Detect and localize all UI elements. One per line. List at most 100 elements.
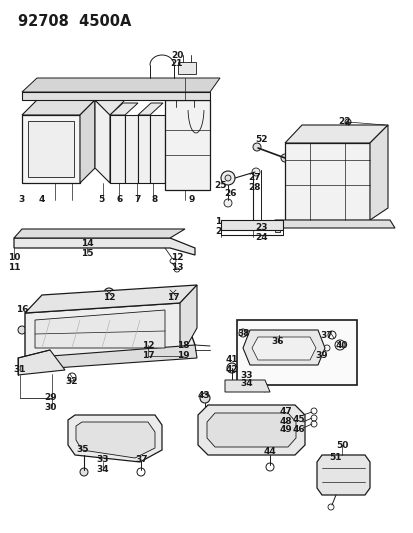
Polygon shape	[25, 285, 197, 313]
Text: 51: 51	[329, 453, 342, 462]
Text: 26: 26	[224, 190, 237, 198]
Circle shape	[223, 199, 231, 207]
Polygon shape	[206, 413, 295, 447]
Text: 19: 19	[176, 351, 189, 360]
Text: 29: 29	[45, 393, 57, 402]
Polygon shape	[284, 143, 369, 220]
Polygon shape	[221, 220, 282, 230]
Polygon shape	[95, 100, 110, 183]
Text: 34: 34	[97, 464, 109, 473]
Text: 10: 10	[8, 254, 20, 262]
Polygon shape	[80, 100, 95, 183]
Text: 36: 36	[271, 337, 284, 346]
Text: 3: 3	[19, 196, 25, 205]
Text: 48: 48	[279, 416, 292, 425]
Text: 34: 34	[240, 379, 253, 389]
Polygon shape	[14, 229, 185, 238]
Text: 14: 14	[81, 239, 93, 248]
Polygon shape	[138, 115, 150, 183]
Polygon shape	[22, 92, 209, 100]
Ellipse shape	[242, 419, 261, 441]
Text: 27: 27	[248, 174, 261, 182]
Text: 6: 6	[116, 196, 123, 205]
Polygon shape	[369, 125, 387, 220]
Text: 2: 2	[214, 227, 221, 236]
Text: 32: 32	[66, 377, 78, 386]
Text: 17: 17	[141, 351, 154, 360]
Polygon shape	[14, 238, 195, 255]
Polygon shape	[110, 115, 125, 183]
Ellipse shape	[319, 162, 354, 202]
Ellipse shape	[180, 136, 194, 154]
Text: 37: 37	[320, 330, 332, 340]
Polygon shape	[150, 115, 165, 183]
Text: 50: 50	[335, 440, 347, 449]
Polygon shape	[274, 220, 279, 232]
Text: 33: 33	[240, 370, 253, 379]
Text: 47: 47	[279, 408, 292, 416]
Polygon shape	[22, 100, 95, 115]
Circle shape	[226, 363, 236, 373]
Text: 23: 23	[255, 223, 268, 232]
Circle shape	[224, 175, 230, 181]
Polygon shape	[180, 285, 197, 358]
Polygon shape	[316, 455, 369, 495]
Polygon shape	[138, 103, 163, 115]
Circle shape	[199, 393, 209, 403]
Circle shape	[356, 206, 364, 214]
Text: 8: 8	[152, 196, 158, 205]
Text: 44: 44	[263, 448, 276, 456]
Circle shape	[80, 468, 88, 476]
Text: 42: 42	[225, 365, 238, 374]
Bar	[178, 62, 195, 74]
Circle shape	[275, 345, 281, 351]
Text: 25: 25	[214, 181, 227, 190]
Circle shape	[280, 154, 288, 162]
Circle shape	[290, 206, 298, 214]
Polygon shape	[28, 121, 74, 177]
Polygon shape	[165, 100, 209, 190]
Text: 15: 15	[81, 248, 93, 257]
Polygon shape	[274, 220, 394, 228]
Polygon shape	[284, 125, 387, 143]
Text: 18: 18	[176, 342, 189, 351]
Text: 38: 38	[237, 328, 249, 337]
Circle shape	[252, 168, 259, 176]
Text: 17: 17	[166, 294, 179, 303]
Text: 21: 21	[170, 60, 183, 69]
Text: 40: 40	[335, 341, 347, 350]
Circle shape	[252, 143, 260, 151]
Text: 16: 16	[16, 305, 28, 314]
Text: 4: 4	[39, 196, 45, 205]
Ellipse shape	[332, 177, 340, 187]
Text: 52: 52	[255, 134, 268, 143]
Circle shape	[62, 240, 68, 246]
Text: 31: 31	[14, 366, 26, 375]
Text: 1: 1	[214, 217, 221, 227]
Text: 49: 49	[279, 425, 292, 434]
Circle shape	[117, 240, 123, 246]
Ellipse shape	[335, 469, 349, 481]
Circle shape	[104, 288, 114, 298]
Polygon shape	[125, 115, 138, 183]
Circle shape	[221, 171, 235, 185]
Text: 92708  4500A: 92708 4500A	[18, 14, 131, 29]
Text: 46: 46	[292, 424, 304, 433]
Circle shape	[272, 342, 284, 354]
Circle shape	[356, 148, 364, 156]
Text: 12: 12	[102, 294, 115, 303]
Text: 30: 30	[45, 402, 57, 411]
Text: 22: 22	[338, 117, 350, 126]
Circle shape	[152, 240, 158, 246]
Ellipse shape	[330, 464, 355, 486]
Polygon shape	[68, 415, 161, 462]
Polygon shape	[18, 350, 65, 375]
Text: 9: 9	[188, 196, 195, 205]
Polygon shape	[197, 405, 304, 455]
Text: 45: 45	[292, 416, 304, 424]
Text: 41: 41	[225, 356, 238, 365]
Text: 33: 33	[97, 456, 109, 464]
Polygon shape	[252, 337, 315, 360]
Text: 28: 28	[248, 182, 261, 191]
Bar	[236, 320, 356, 385]
